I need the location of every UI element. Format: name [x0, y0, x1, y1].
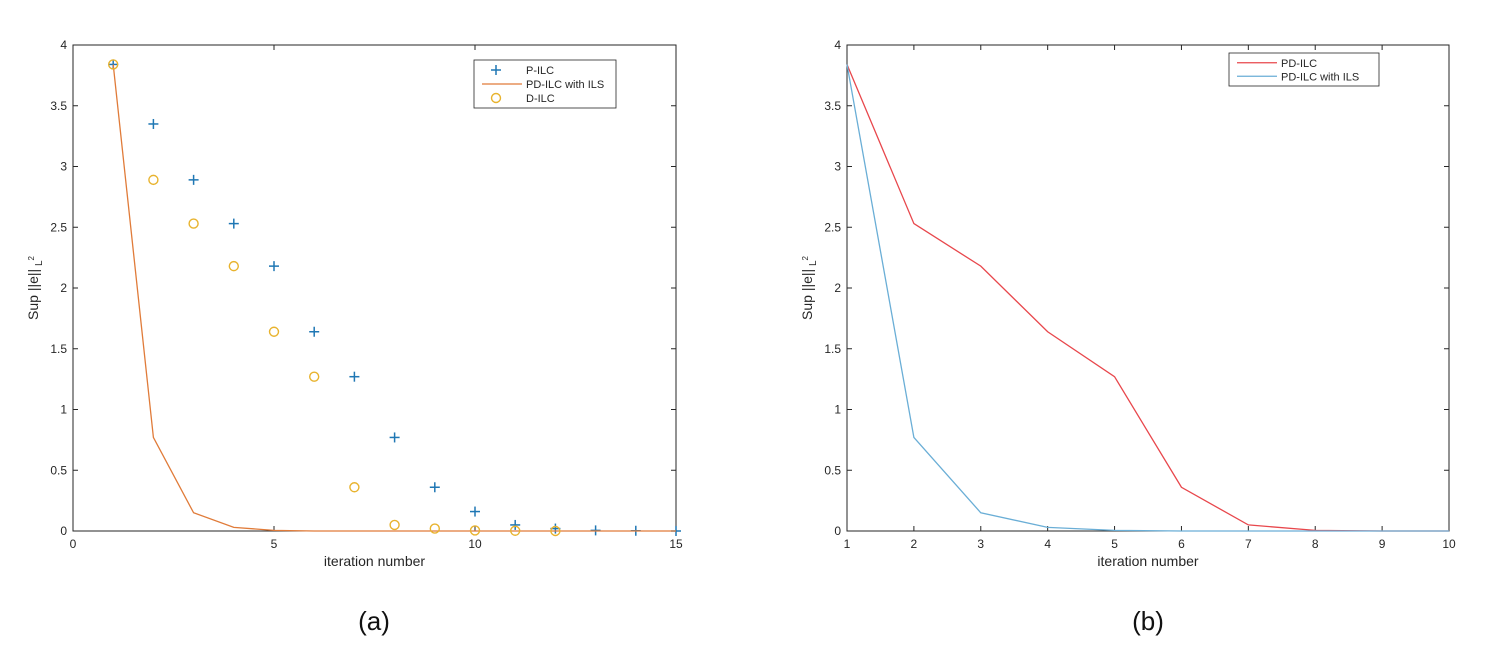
- y-label-subscript: L: [808, 260, 819, 269]
- chart-caption: (b): [1132, 606, 1164, 636]
- data-point: [309, 371, 320, 382]
- legend-item: D-ILC: [490, 92, 555, 105]
- y-axis: 0 0.5 1 1.5 2 2.5 3 3.5 4: [824, 38, 1449, 538]
- legend-label: D-ILC: [526, 93, 555, 105]
- data-point: [228, 260, 240, 272]
- x-axis-label: iteration number: [324, 553, 426, 569]
- plot-area: [72, 44, 677, 532]
- x-tick-label: 10: [1442, 537, 1456, 551]
- y-tick-label: 1: [834, 403, 841, 417]
- y-tick-label: 1.5: [824, 342, 841, 356]
- y-tick-label: 3.5: [50, 99, 67, 113]
- series-p-ilc: [108, 59, 681, 536]
- data-point: [510, 525, 521, 536]
- data-point: [389, 432, 400, 443]
- data-point: [429, 523, 440, 534]
- y-tick-label: 0: [834, 524, 841, 538]
- data-point: [429, 482, 440, 493]
- y-tick-label: 2: [60, 281, 67, 295]
- x-tick-label: 9: [1379, 537, 1386, 551]
- data-point: [228, 218, 239, 229]
- data-point: [188, 174, 199, 185]
- y-axis: 0 0.5 1 1.5 2 2.5 3 3.5 4: [50, 38, 676, 538]
- legend-label: P-ILC: [526, 65, 554, 77]
- x-axis: 1 2 3 4 5 6 7 8 9 10: [844, 45, 1456, 551]
- x-tick-label: 15: [669, 537, 683, 551]
- series-pd-ilc-with-ils: [112, 64, 676, 532]
- y-axis-label: Sup ||e|| L2: [799, 255, 819, 319]
- x-tick-label: 5: [1111, 537, 1118, 551]
- plot-area: [846, 44, 1450, 532]
- x-tick-label: 1: [844, 537, 851, 551]
- legend-item: PD-ILC with ILS: [1237, 71, 1359, 83]
- legend-item: PD-ILC with ILS: [482, 79, 604, 91]
- y-tick-label: 0: [60, 524, 67, 538]
- x-tick-label: 3: [977, 537, 984, 551]
- x-tick-label: 7: [1245, 537, 1252, 551]
- chart-a: 0 5 10 15 0 0.5 1 1.5 2 2.5 3 3.5 4 iteration number S…: [25, 38, 683, 636]
- data-point: [389, 519, 400, 531]
- legend-label: PD-ILC with ILS: [526, 79, 604, 91]
- legend-box: [1228, 52, 1380, 87]
- chart-b: 1 2 3 4 5 6 7 8 9 10 0 0.5 1 1.5 2 2.5 3 3.5 4 iteration nu…: [799, 38, 1456, 636]
- y-tick-label: 2.5: [50, 220, 67, 234]
- legend: P-ILC PD-ILC with ILS D-ILC: [473, 59, 617, 109]
- y-tick-label: 4: [60, 38, 67, 52]
- x-axis: 0 5 10 15: [70, 45, 683, 551]
- x-tick-label: 8: [1312, 537, 1319, 551]
- data-point: [349, 482, 360, 493]
- data-point: [148, 174, 159, 186]
- series-pd-ilc: [846, 64, 1449, 532]
- data-point: [188, 218, 199, 229]
- series-line: [846, 64, 1449, 532]
- x-tick-label: 2: [911, 537, 918, 551]
- legend-label: PD-ILC with ILS: [1281, 71, 1359, 83]
- data-point: [550, 525, 561, 537]
- y-tick-label: 2: [834, 281, 841, 295]
- data-point: [107, 59, 119, 70]
- data-point: [148, 118, 159, 129]
- y-tick-label: 3: [834, 160, 841, 174]
- data-point: [470, 506, 480, 517]
- y-tick-label: 3: [60, 160, 67, 174]
- y-label-subscript: L: [34, 260, 45, 269]
- data-point: [469, 525, 481, 536]
- series-pd-ilc-with-ils: [846, 64, 1449, 532]
- legend-item: P-ILC: [491, 65, 554, 77]
- x-tick-label: 5: [271, 537, 278, 551]
- series-line: [112, 64, 676, 532]
- x-axis-label: iteration number: [1097, 553, 1199, 569]
- data-point: [268, 326, 280, 337]
- data-point: [269, 261, 279, 272]
- y-tick-label: 1.5: [50, 342, 67, 356]
- series-line: [846, 64, 1449, 532]
- chart-caption: (a): [358, 606, 390, 636]
- y-axis-label: Sup ||e|| L2: [25, 255, 45, 319]
- y-tick-label: 0.5: [824, 463, 841, 477]
- y-label-superscript: 2: [801, 255, 810, 260]
- x-tick-label: 6: [1178, 537, 1185, 551]
- x-tick-label: 0: [70, 537, 77, 551]
- y-tick-label: 4: [834, 38, 841, 52]
- y-tick-label: 0.5: [50, 463, 67, 477]
- data-point: [510, 519, 521, 530]
- y-tick-label: 1: [60, 403, 67, 417]
- x-tick-label: 4: [1044, 537, 1051, 551]
- x-tick-label: 10: [468, 537, 482, 551]
- series-d-ilc: [107, 59, 561, 537]
- data-point: [309, 326, 320, 337]
- legend-item: PD-ILC: [1237, 58, 1317, 70]
- y-label-superscript: 2: [27, 255, 36, 260]
- data-point: [349, 371, 360, 382]
- y-tick-label: 3.5: [824, 99, 841, 113]
- legend-swatch: [490, 92, 502, 104]
- legend-label: PD-ILC: [1281, 58, 1317, 70]
- y-tick-label: 2.5: [824, 220, 841, 234]
